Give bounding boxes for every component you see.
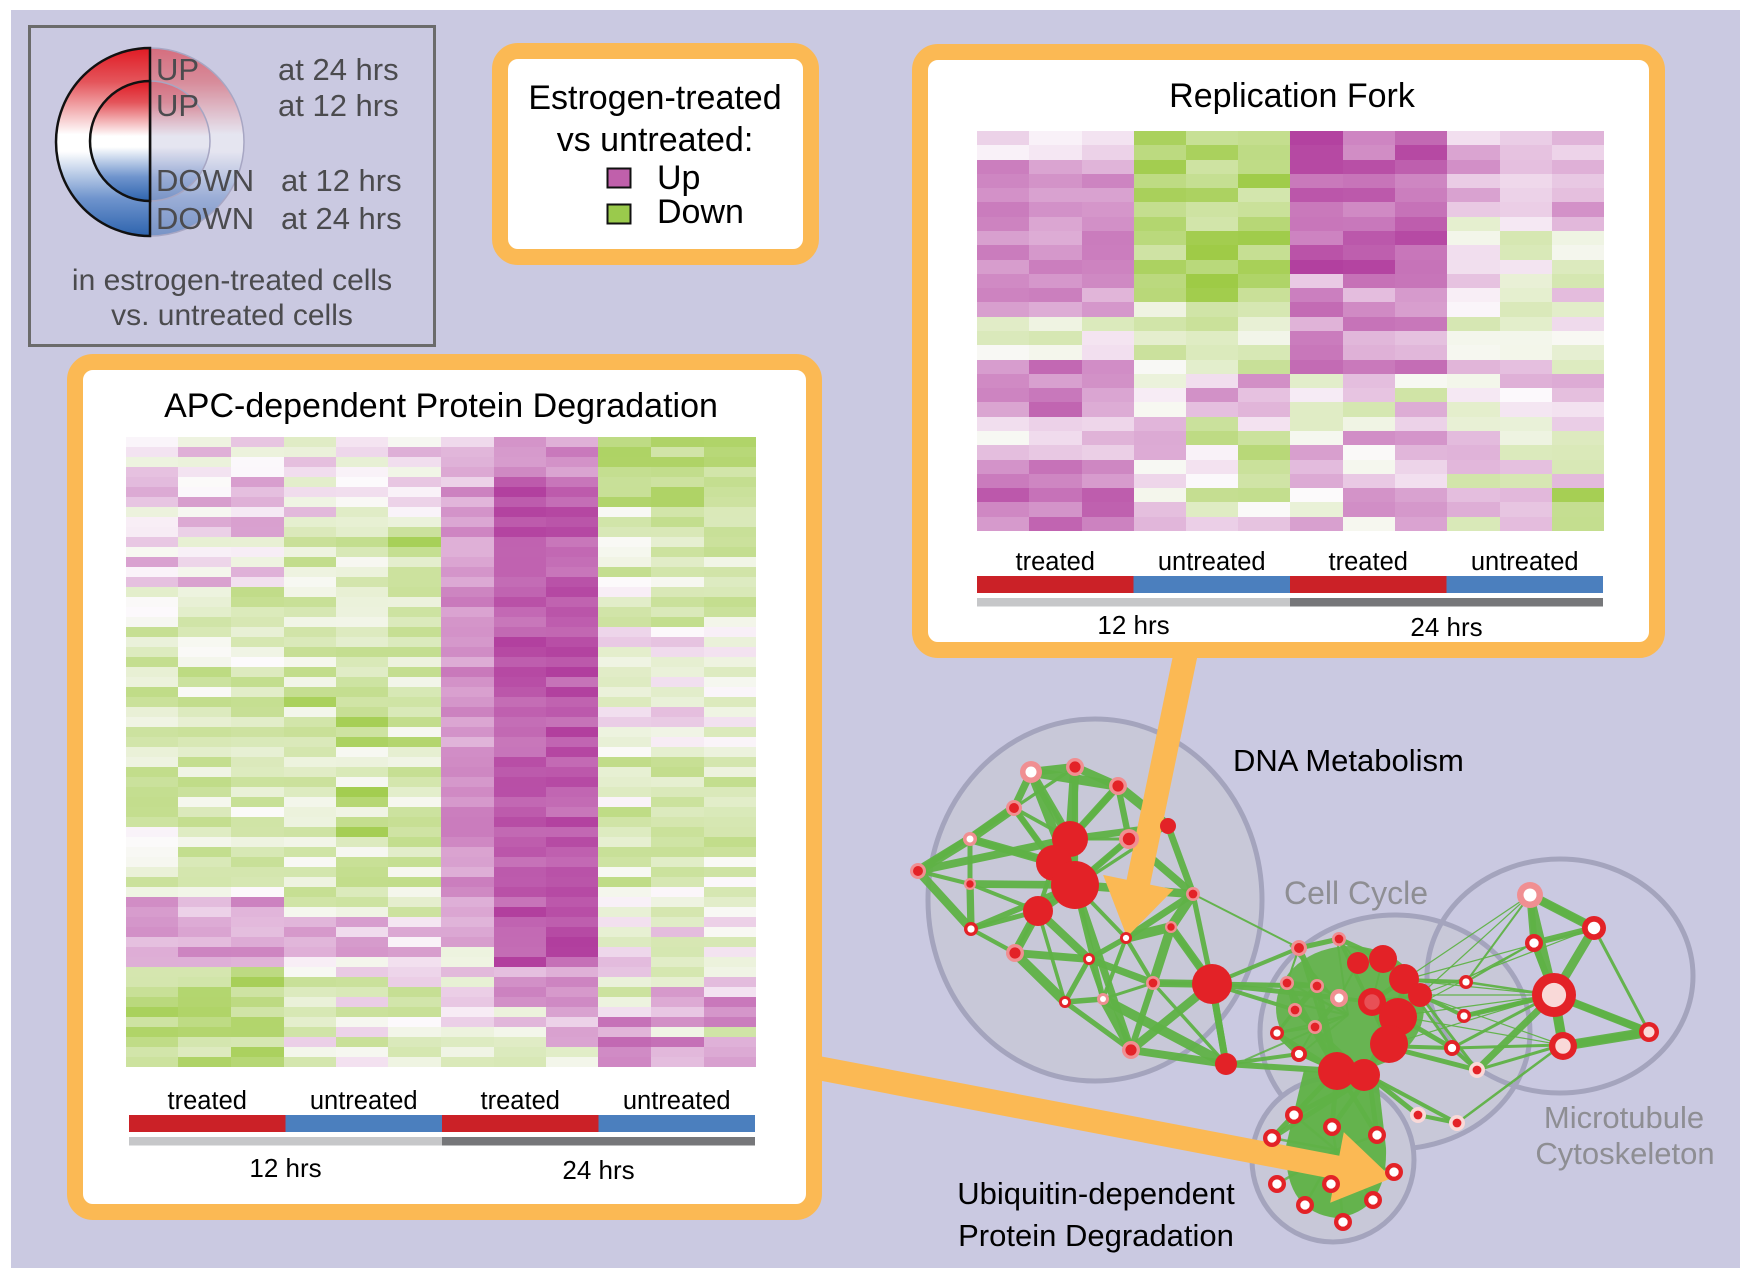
svg-text:treated: treated [168, 1087, 247, 1115]
svg-text:Replication Fork: Replication Fork [1169, 77, 1416, 115]
svg-text:vs. untreated cells: vs. untreated cells [111, 299, 353, 332]
svg-text:Down: Down [657, 193, 744, 231]
svg-text:Cell Cycle: Cell Cycle [1284, 875, 1428, 911]
svg-text:untreated: untreated [623, 1087, 731, 1115]
svg-text:at 24 hrs: at 24 hrs [281, 201, 402, 236]
svg-text:Ubiquitin-dependent: Ubiquitin-dependent [957, 1176, 1235, 1211]
svg-text:Cytoskeleton: Cytoskeleton [1535, 1136, 1714, 1171]
svg-text:UP: UP [156, 88, 199, 123]
svg-text:DOWN: DOWN [156, 163, 254, 198]
svg-text:treated: treated [1016, 548, 1095, 576]
svg-text:DOWN: DOWN [156, 201, 254, 236]
svg-text:24 hrs: 24 hrs [1410, 612, 1482, 642]
svg-text:untreated: untreated [1158, 548, 1266, 576]
svg-text:vs untreated:: vs untreated: [557, 121, 754, 159]
svg-text:at 12 hrs: at 12 hrs [278, 88, 399, 123]
svg-text:12 hrs: 12 hrs [1097, 610, 1169, 640]
svg-text:24 hrs: 24 hrs [562, 1155, 634, 1185]
svg-text:treated: treated [1329, 548, 1408, 576]
svg-text:at 12 hrs: at 12 hrs [281, 163, 402, 198]
svg-text:DNA Metabolism: DNA Metabolism [1233, 743, 1464, 778]
svg-text:untreated: untreated [1471, 548, 1579, 576]
svg-text:12 hrs: 12 hrs [249, 1153, 321, 1183]
svg-text:Microtubule: Microtubule [1544, 1100, 1704, 1135]
svg-text:Protein Degradation: Protein Degradation [958, 1218, 1234, 1253]
svg-text:UP: UP [156, 52, 199, 87]
svg-text:untreated: untreated [310, 1087, 418, 1115]
svg-text:treated: treated [481, 1087, 560, 1115]
svg-text:Up: Up [657, 159, 700, 197]
svg-text:APC-dependent Protein Degradat: APC-dependent Protein Degradation [164, 387, 718, 425]
svg-text:in estrogen-treated cells: in estrogen-treated cells [72, 264, 392, 297]
svg-text:Estrogen-treated: Estrogen-treated [528, 79, 781, 117]
svg-text:at 24 hrs: at 24 hrs [278, 52, 399, 87]
